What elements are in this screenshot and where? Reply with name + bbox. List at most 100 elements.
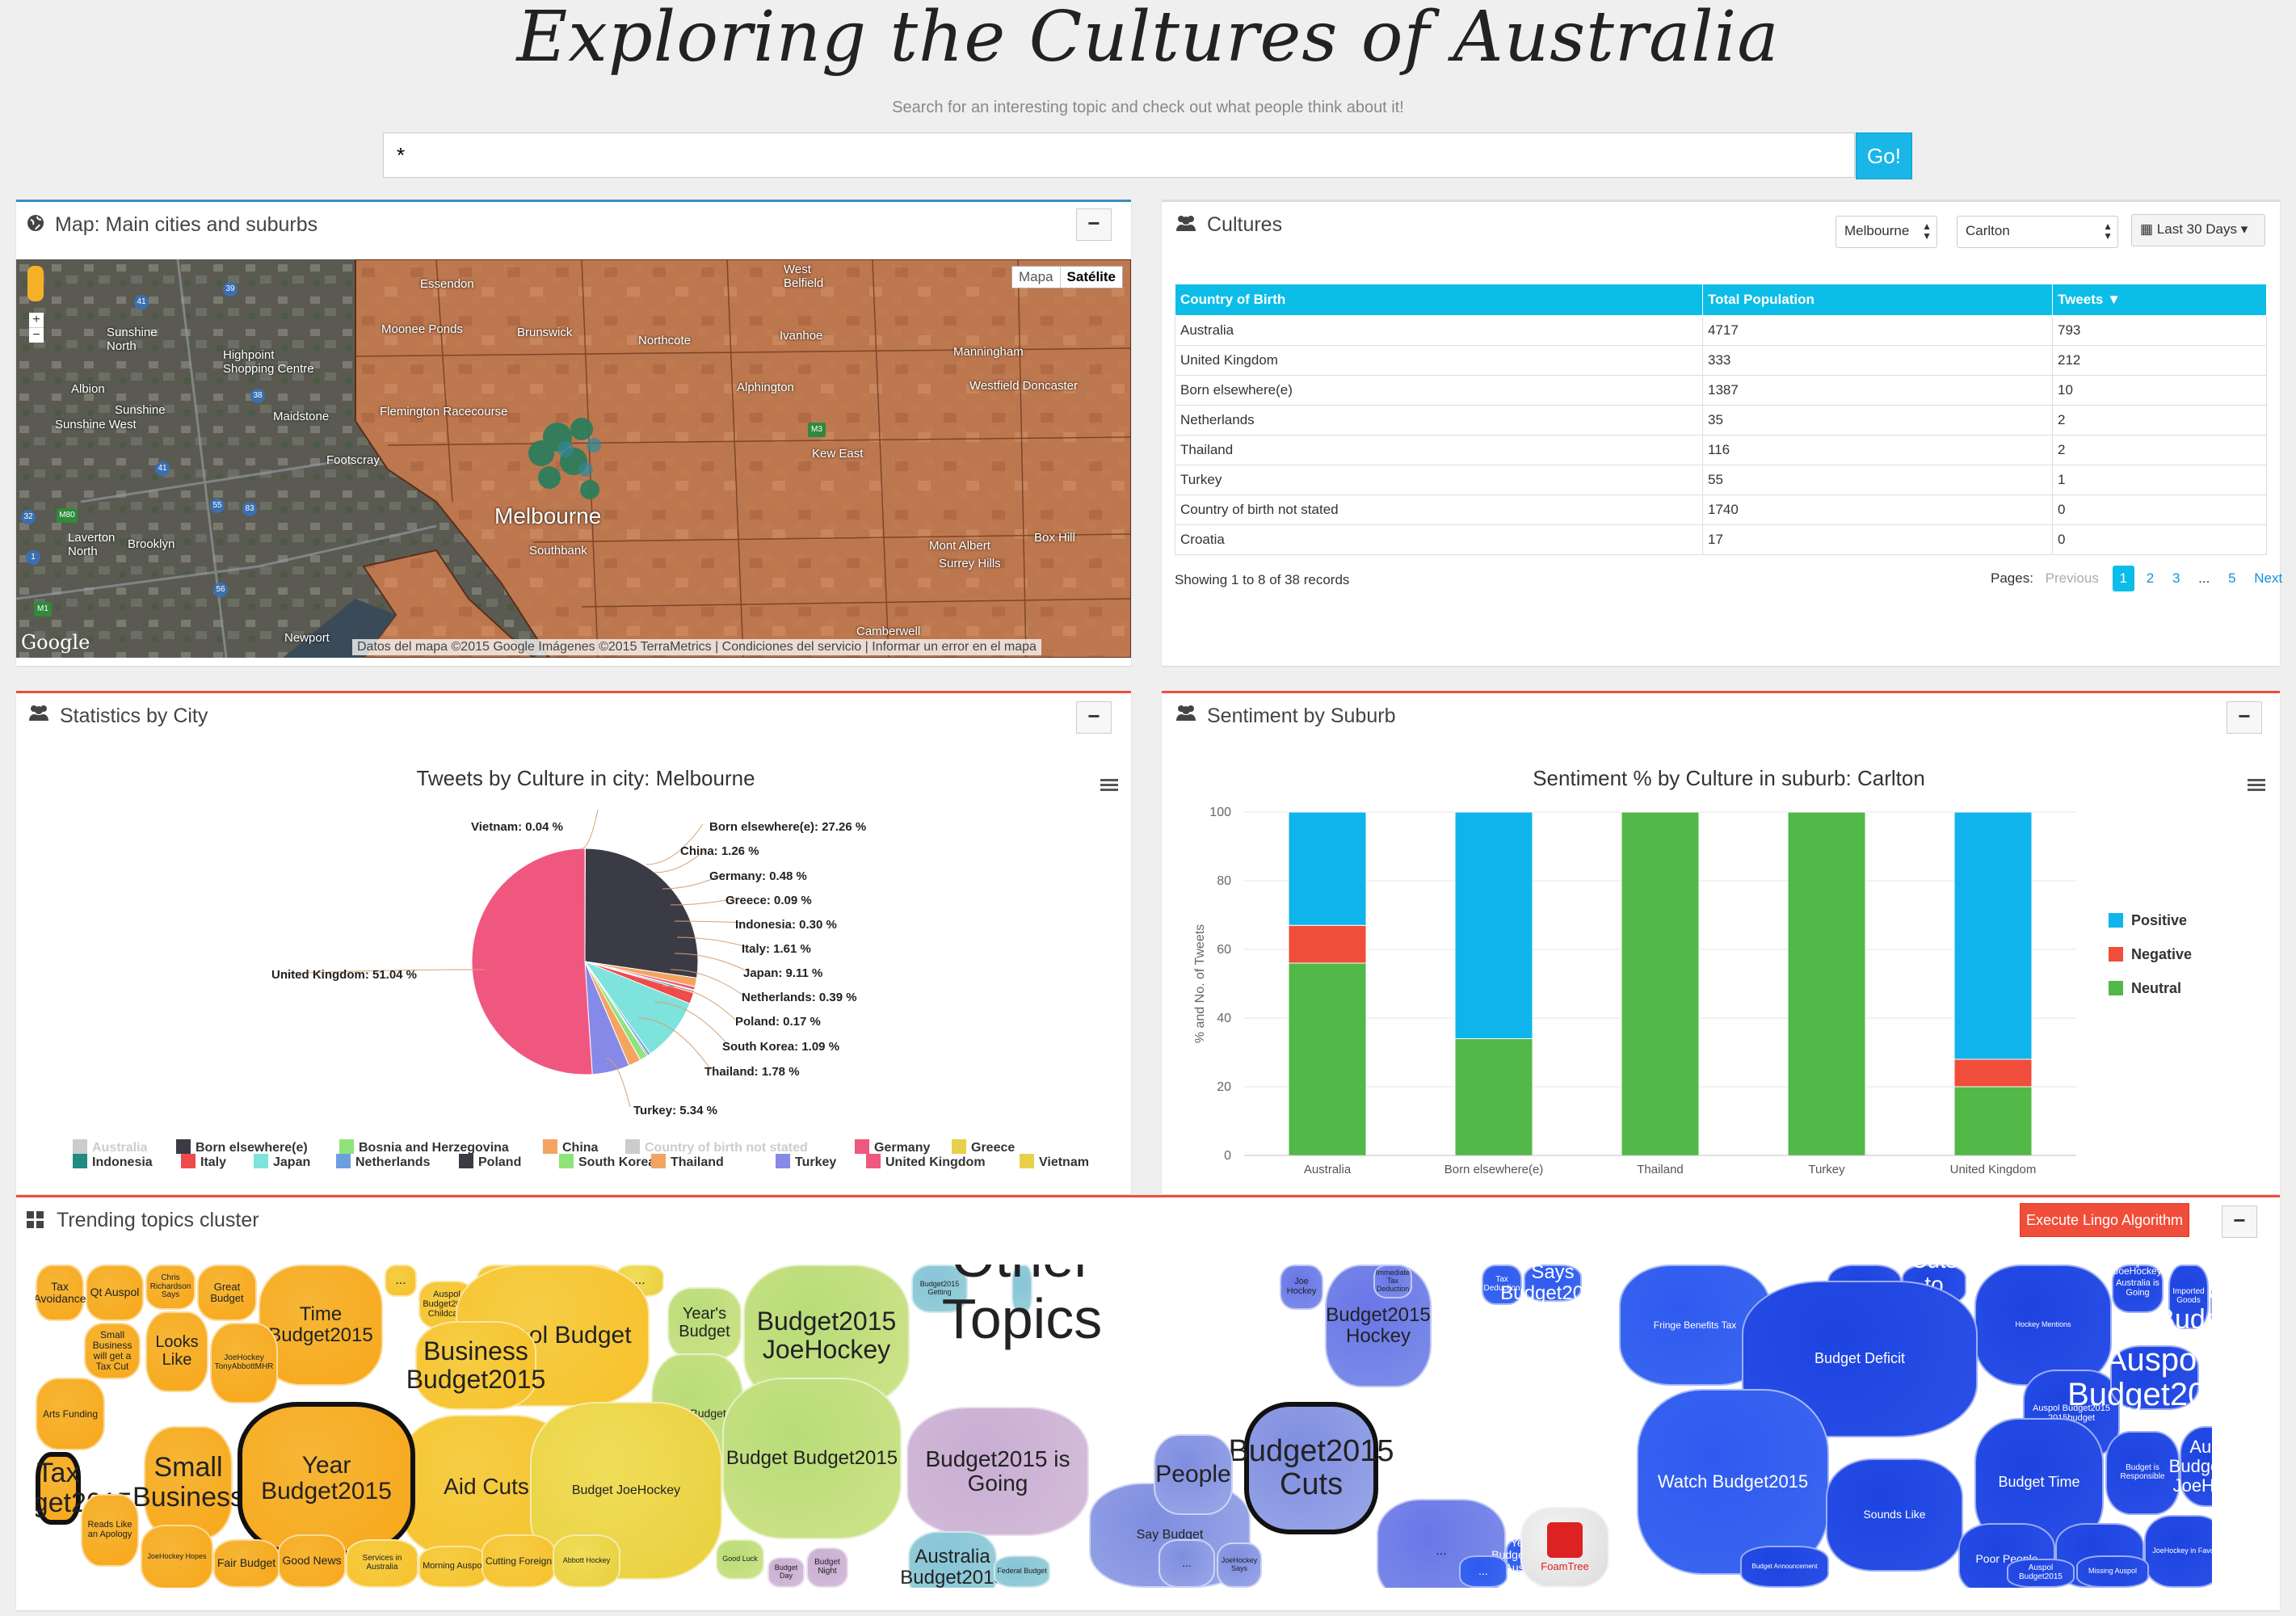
topic-cell[interactable]: Year Budget2015	[238, 1402, 415, 1555]
topic-cell[interactable]: Fair Budget	[213, 1539, 280, 1588]
legend-item[interactable]: Neutral	[2131, 980, 2181, 996]
topic-cell[interactable]: Budget2015 Getting	[911, 1265, 968, 1313]
topic-cell[interactable]: Hockey Mentions	[1974, 1265, 2112, 1386]
topic-cell[interactable]: Good Luck	[716, 1539, 764, 1580]
topic-cell[interactable]: Sounds Like	[1826, 1458, 1963, 1572]
map-type-map[interactable]: Mapa	[1019, 269, 1053, 284]
topic-cell[interactable]: Small Business will get a Tax Cut	[84, 1323, 141, 1379]
table-row[interactable]: United Kingdom 333 212	[1175, 345, 2267, 376]
city-select[interactable]: Melbourne ▲ ▼	[1836, 216, 1937, 248]
topic-cell[interactable]: Watch Budget2015	[1637, 1389, 1829, 1575]
topic-cell[interactable]: Auspol Budget2015 JoeHockey	[2169, 1426, 2212, 1507]
topic-cell[interactable]: Reads Like an Apology	[81, 1494, 139, 1567]
table-row[interactable]: Netherlands 35 2	[1175, 405, 2267, 436]
topic-cell[interactable]: Budget Day	[767, 1557, 805, 1588]
column-header[interactable]: Country of Birth	[1175, 284, 1703, 316]
topic-cell[interactable]: Business Budget2015	[406, 1321, 545, 1410]
topic-cell[interactable]: JoeHockey Says	[1217, 1542, 1262, 1588]
topic-cell[interactable]: Job JoeHockey	[2113, 1265, 2162, 1276]
topic-cell[interactable]: Budget2015 Hockey	[1325, 1265, 1432, 1387]
topic-cell[interactable]: Says Budget2015	[1500, 1265, 1605, 1304]
legend-item[interactable]: Positive	[2131, 912, 2187, 928]
bar-segment[interactable]	[1454, 811, 1533, 1039]
table-row[interactable]: Turkey 55 1	[1175, 465, 2267, 495]
table-row[interactable]: Australia 4717 793	[1175, 315, 2267, 346]
topic-cell[interactable]: Services in Australia	[346, 1539, 418, 1588]
topic-cell[interactable]: Tax Avoidance	[36, 1265, 86, 1321]
legend-item[interactable]: Greece	[952, 1139, 1015, 1155]
legend-item[interactable]: Germany	[855, 1139, 930, 1155]
topic-cell[interactable]: Year's Budget	[667, 1287, 742, 1360]
topic-cell[interactable]: ...	[1459, 1555, 1508, 1588]
legend-item[interactable]: Vietnam	[1020, 1154, 1089, 1170]
topic-cell[interactable]: Joe Hockey	[1280, 1265, 1323, 1310]
topic-cell[interactable]: Good News	[278, 1534, 346, 1588]
map-type-satellite[interactable]: Satélite	[1059, 267, 1122, 288]
topic-cell[interactable]: Tax Budget2015	[36, 1452, 132, 1525]
column-header[interactable]: Total Population	[1702, 284, 2053, 316]
topic-cell[interactable]: Time Budget2015	[259, 1265, 383, 1386]
legend-item[interactable]: Thailand	[651, 1154, 724, 1170]
topic-cell[interactable]: Qt Auspol	[86, 1265, 144, 1321]
sentiment-collapse-button[interactable]: −	[2227, 701, 2262, 734]
bar-segment[interactable]	[1621, 811, 1700, 1156]
table-row[interactable]: Croatia 17 0	[1175, 524, 2267, 555]
topic-cell[interactable]: Joe Budget2015	[2156, 1275, 2212, 1334]
topic-cell[interactable]: Great Budget	[197, 1265, 257, 1321]
topic-cell[interactable]: People	[1154, 1434, 1233, 1515]
topic-cell[interactable]: ...	[385, 1265, 417, 1297]
bar-segment[interactable]	[1787, 811, 1866, 1156]
table-row[interactable]: Country of birth not stated 1740 0	[1175, 494, 2267, 525]
legend-item[interactable]: Japan	[254, 1154, 310, 1170]
pie-slice[interactable]	[584, 848, 699, 978]
topic-cell[interactable]: Small Business	[132, 1426, 244, 1539]
bar-segment[interactable]	[1454, 1038, 1533, 1156]
bar-segment[interactable]	[1288, 924, 1367, 964]
chart-menu-icon[interactable]	[1100, 776, 1118, 793]
topic-cell[interactable]: Budget is Responsible	[2105, 1431, 2180, 1515]
topic-cell[interactable]: Looks Like	[145, 1311, 208, 1392]
legend-item[interactable]: Bosnia and Herzegovina	[339, 1139, 509, 1155]
topic-cell[interactable]: Budget Budget2015	[722, 1378, 902, 1539]
legend-item[interactable]: Born elsewhere(e)	[176, 1139, 308, 1155]
topic-cell[interactable]: Imported Goods	[2168, 1265, 2209, 1329]
topic-cell[interactable]: Arts Funding	[36, 1378, 105, 1450]
bar-segment[interactable]	[1953, 811, 2033, 1060]
topic-cluster[interactable]: Tax Avoidance Qt Auspol Chris Richardson S…	[36, 1265, 2212, 1588]
topic-cell[interactable]: Chris Richardson Says	[145, 1265, 196, 1310]
topic-cell[interactable]: Tax Deduction	[1482, 1265, 1522, 1305]
topic-cell[interactable]: Budget Night	[806, 1547, 848, 1588]
page-2[interactable]: 2	[2146, 570, 2155, 586]
map-collapse-button[interactable]: −	[1076, 208, 1112, 241]
chart-menu-icon[interactable]	[2248, 776, 2265, 793]
topic-cell[interactable]: Budget2015 Cuts	[1229, 1402, 1394, 1534]
topic-cell[interactable]: Auspol Budget2015	[2067, 1341, 2212, 1412]
page-1[interactable]: 1	[2112, 566, 2135, 591]
go-button[interactable]: Go!	[1856, 133, 1912, 179]
legend-item[interactable]: China	[543, 1139, 598, 1155]
topic-cell[interactable]: Cutting Foreign	[481, 1534, 556, 1588]
topic-cell[interactable]: Abbott Hockey	[553, 1534, 620, 1588]
legend-item[interactable]: Turkey	[776, 1154, 836, 1170]
topic-cell[interactable]: ...	[1159, 1539, 1215, 1588]
topic-cell[interactable]: Immediate Tax Deduction	[1373, 1265, 1412, 1298]
pie-slice[interactable]	[471, 848, 593, 1075]
bar-segment[interactable]	[1953, 1058, 2033, 1088]
statistics-collapse-button[interactable]: −	[1076, 701, 1112, 734]
table-row[interactable]: Born elsewhere(e) 1387 10	[1175, 375, 2267, 406]
legend-item[interactable]: Negative	[2131, 946, 2192, 962]
search-input[interactable]	[383, 133, 1855, 178]
topic-cell[interactable]: Missing Auspol	[2076, 1555, 2149, 1588]
topic-cell[interactable]: Budget2015 is Going	[906, 1407, 1089, 1536]
zoom-in-button[interactable]: +	[32, 313, 40, 326]
topic-cell[interactable]: Australia Budget2015	[900, 1531, 1005, 1588]
legend-item[interactable]: Country of birth not stated	[625, 1139, 808, 1155]
column-header[interactable]: Tweets ▼	[2052, 284, 2267, 316]
bar-segment[interactable]	[1288, 811, 1367, 926]
topic-cell[interactable]: JoeHockey Hopes	[141, 1525, 213, 1588]
legend-item[interactable]: Indonesia	[73, 1154, 153, 1170]
topic-cell[interactable]: Morning Auspol	[418, 1546, 488, 1588]
legend-item[interactable]: Italy	[181, 1154, 226, 1170]
legend-item[interactable]: Poland	[459, 1154, 521, 1170]
page-3[interactable]: 3	[2172, 570, 2180, 586]
